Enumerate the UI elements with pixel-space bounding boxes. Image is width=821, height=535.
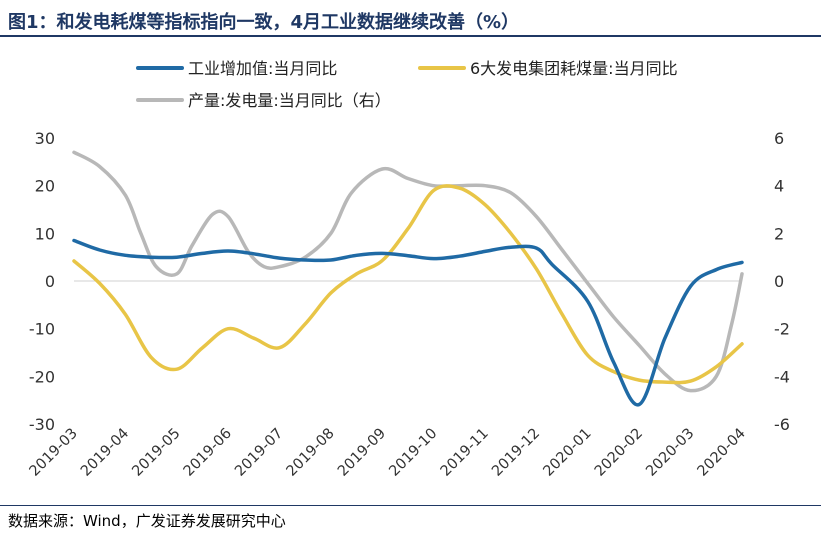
right-axis-tick-label: 2 (774, 224, 784, 243)
axes: 3020100-10-20-306420-2-4-62019-032019-04… (27, 129, 790, 480)
left-axis-tick-label: 10 (35, 224, 55, 243)
right-axis-tick-label: 4 (774, 177, 784, 196)
x-axis-tick-label: 2019-06 (181, 426, 235, 480)
x-axis-tick-label: 2019-09 (335, 426, 389, 480)
left-axis-tick-label: -10 (29, 320, 55, 339)
left-axis-tick-label: 0 (45, 272, 55, 291)
x-axis-tick-label: 2019-08 (284, 426, 338, 480)
x-axis-tick-label: 2020-03 (643, 426, 697, 480)
title-rule (0, 35, 821, 37)
x-axis-tick-label: 2019-12 (489, 426, 543, 480)
source-note: 数据来源：Wind，广发证券发展研究中心 (8, 512, 286, 530)
x-axis-tick-label: 2019-04 (78, 426, 132, 480)
right-axis-tick-label: 6 (774, 129, 784, 148)
x-axis-tick-label: 2019-10 (386, 426, 440, 480)
right-axis-tick-label: -4 (774, 367, 790, 386)
left-axis-tick-label: -30 (29, 415, 55, 434)
legend-label: 工业增加值:当月同比 (188, 59, 337, 78)
series-line-2 (72, 184, 744, 385)
left-axis-tick-label: -20 (29, 367, 55, 386)
series-line-3 (72, 150, 744, 393)
x-axis-tick-label: 2020-01 (541, 426, 595, 480)
right-axis-tick-label: -2 (774, 320, 790, 339)
x-axis-tick-label: 2019-11 (438, 426, 492, 480)
chart-title: 图1：和发电耗煤等指标指向一致，4月工业数据继续改善（%） (8, 12, 520, 33)
legend-label: 产量:发电量:当月同比（右） (188, 91, 391, 110)
legend-label: 6大发电集团耗煤量:当月同比 (470, 59, 678, 78)
bottom-rule (0, 505, 821, 506)
x-axis-tick-label: 2020-04 (695, 426, 749, 480)
x-axis-tick-label: 2019-05 (129, 426, 183, 480)
left-axis-tick-label: 20 (35, 177, 55, 196)
right-axis-tick-label: 0 (774, 272, 784, 291)
x-axis-tick-label: 2019-07 (232, 426, 286, 480)
series-lines (72, 150, 744, 407)
right-axis-tick-label: -6 (774, 415, 790, 434)
series-line-1 (72, 238, 744, 407)
left-axis-tick-label: 30 (35, 129, 55, 148)
x-axis-tick-label: 2020-02 (592, 426, 646, 480)
